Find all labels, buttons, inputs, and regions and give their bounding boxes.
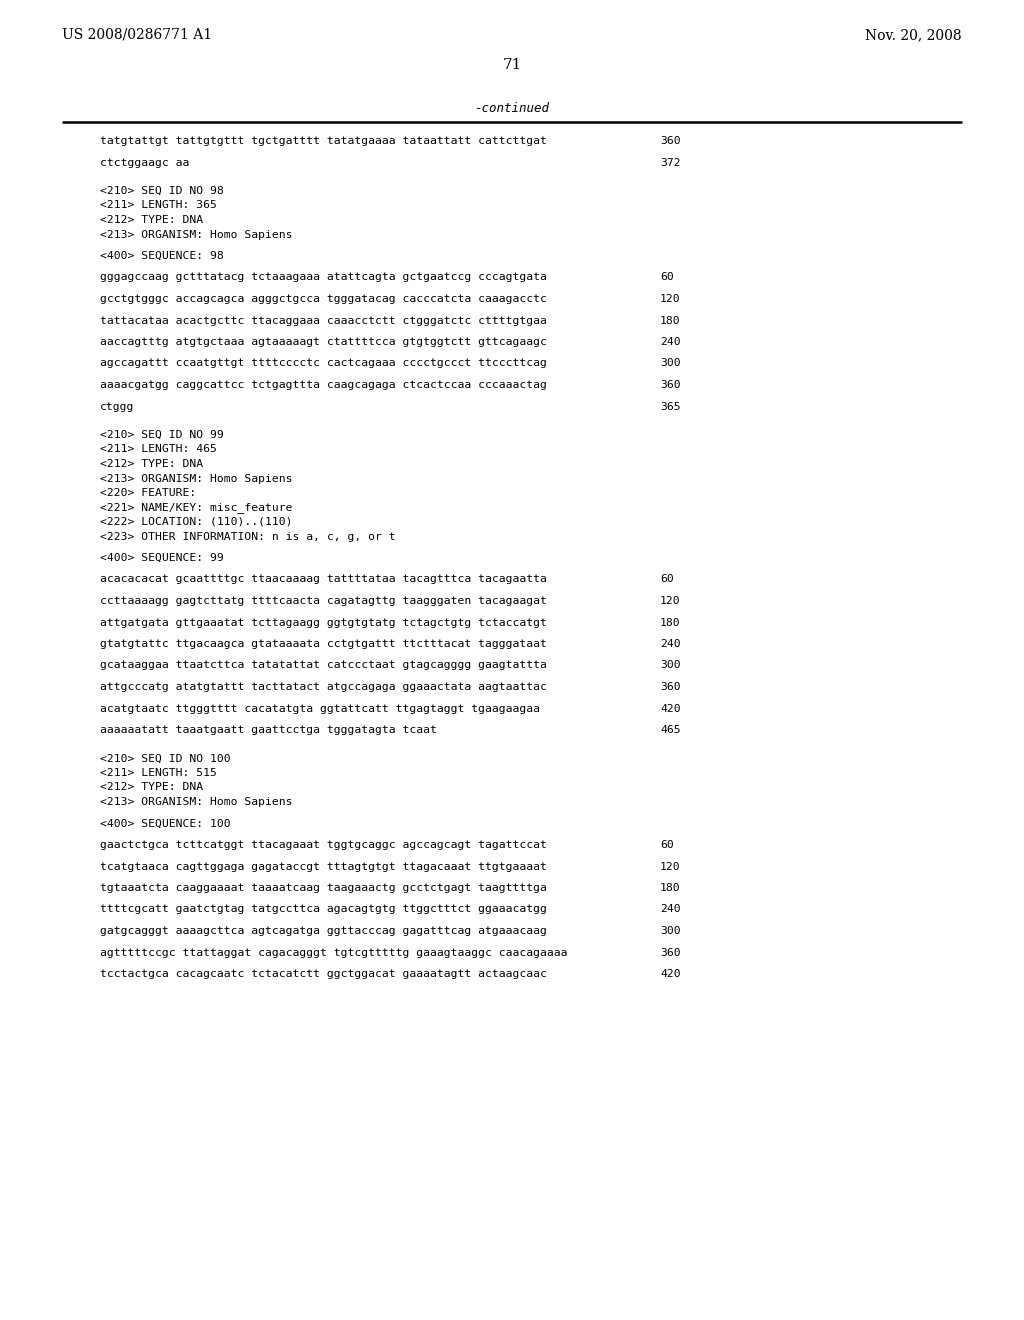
Text: <211> LENGTH: 515: <211> LENGTH: 515	[100, 768, 217, 777]
Text: ctctggaagc aa: ctctggaagc aa	[100, 157, 189, 168]
Text: tattacataa acactgcttc ttacaggaaa caaacctctt ctgggatctc cttttgtgaa: tattacataa acactgcttc ttacaggaaa caaacct…	[100, 315, 547, 326]
Text: <213> ORGANISM: Homo Sapiens: <213> ORGANISM: Homo Sapiens	[100, 474, 293, 483]
Text: <213> ORGANISM: Homo Sapiens: <213> ORGANISM: Homo Sapiens	[100, 797, 293, 807]
Text: attgatgata gttgaaatat tcttagaagg ggtgtgtatg tctagctgtg tctaccatgt: attgatgata gttgaaatat tcttagaagg ggtgtgt…	[100, 618, 547, 627]
Text: 360: 360	[660, 682, 681, 692]
Text: 300: 300	[660, 359, 681, 368]
Text: tatgtattgt tattgtgttt tgctgatttt tatatgaaaa tataattatt cattcttgat: tatgtattgt tattgtgttt tgctgatttt tatatga…	[100, 136, 547, 147]
Text: ccttaaaagg gagtcttatg ttttcaacta cagatagttg taagggaten tacagaagat: ccttaaaagg gagtcttatg ttttcaacta cagatag…	[100, 597, 547, 606]
Text: <222> LOCATION: (110)..(110): <222> LOCATION: (110)..(110)	[100, 517, 293, 527]
Text: 180: 180	[660, 883, 681, 894]
Text: 240: 240	[660, 904, 681, 915]
Text: tcctactgca cacagcaatc tctacatctt ggctggacat gaaaatagtt actaagcaac: tcctactgca cacagcaatc tctacatctt ggctgga…	[100, 969, 547, 979]
Text: <211> LENGTH: 365: <211> LENGTH: 365	[100, 201, 217, 210]
Text: <210> SEQ ID NO 98: <210> SEQ ID NO 98	[100, 186, 224, 195]
Text: gatgcagggt aaaagcttca agtcagatga ggttacccag gagatttcag atgaaacaag: gatgcagggt aaaagcttca agtcagatga ggttacc…	[100, 927, 547, 936]
Text: tgtaaatcta caaggaaaat taaaatcaag taagaaactg gcctctgagt taagttttga: tgtaaatcta caaggaaaat taaaatcaag taagaaa…	[100, 883, 547, 894]
Text: -continued: -continued	[474, 102, 550, 115]
Text: <221> NAME/KEY: misc_feature: <221> NAME/KEY: misc_feature	[100, 503, 293, 513]
Text: 120: 120	[660, 294, 681, 304]
Text: 465: 465	[660, 725, 681, 735]
Text: ttttcgcatt gaatctgtag tatgccttca agacagtgtg ttggctttct ggaaacatgg: ttttcgcatt gaatctgtag tatgccttca agacagt…	[100, 904, 547, 915]
Text: US 2008/0286771 A1: US 2008/0286771 A1	[62, 28, 212, 42]
Text: 360: 360	[660, 948, 681, 957]
Text: <211> LENGTH: 465: <211> LENGTH: 465	[100, 445, 217, 454]
Text: ctggg: ctggg	[100, 401, 134, 412]
Text: 365: 365	[660, 401, 681, 412]
Text: 360: 360	[660, 136, 681, 147]
Text: <400> SEQUENCE: 100: <400> SEQUENCE: 100	[100, 818, 230, 829]
Text: 60: 60	[660, 272, 674, 282]
Text: aaaaaatatt taaatgaatt gaattcctga tgggatagta tcaat: aaaaaatatt taaatgaatt gaattcctga tgggata…	[100, 725, 437, 735]
Text: agccagattt ccaatgttgt ttttcccctc cactcagaaa cccctgccct ttcccttcag: agccagattt ccaatgttgt ttttcccctc cactcag…	[100, 359, 547, 368]
Text: <223> OTHER INFORMATION: n is a, c, g, or t: <223> OTHER INFORMATION: n is a, c, g, o…	[100, 532, 395, 541]
Text: <400> SEQUENCE: 98: <400> SEQUENCE: 98	[100, 251, 224, 261]
Text: 240: 240	[660, 337, 681, 347]
Text: gcctgtgggc accagcagca agggctgcca tgggatacag cacccatcta caaagacctc: gcctgtgggc accagcagca agggctgcca tgggata…	[100, 294, 547, 304]
Text: 120: 120	[660, 862, 681, 871]
Text: gtatgtattc ttgacaagca gtataaaata cctgtgattt ttctttacat tagggataat: gtatgtattc ttgacaagca gtataaaata cctgtga…	[100, 639, 547, 649]
Text: gggagccaag gctttatacg tctaaagaaa atattcagta gctgaatccg cccagtgata: gggagccaag gctttatacg tctaaagaaa atattca…	[100, 272, 547, 282]
Text: 372: 372	[660, 157, 681, 168]
Text: <212> TYPE: DNA: <212> TYPE: DNA	[100, 783, 203, 792]
Text: gaactctgca tcttcatggt ttacagaaat tggtgcaggc agccagcagt tagattccat: gaactctgca tcttcatggt ttacagaaat tggtgca…	[100, 840, 547, 850]
Text: Nov. 20, 2008: Nov. 20, 2008	[865, 28, 962, 42]
Text: 420: 420	[660, 704, 681, 714]
Text: <213> ORGANISM: Homo Sapiens: <213> ORGANISM: Homo Sapiens	[100, 230, 293, 239]
Text: 300: 300	[660, 927, 681, 936]
Text: <400> SEQUENCE: 99: <400> SEQUENCE: 99	[100, 553, 224, 564]
Text: <210> SEQ ID NO 100: <210> SEQ ID NO 100	[100, 754, 230, 763]
Text: 180: 180	[660, 315, 681, 326]
Text: <220> FEATURE:: <220> FEATURE:	[100, 488, 197, 498]
Text: 71: 71	[503, 58, 521, 73]
Text: tcatgtaaca cagttggaga gagataccgt tttagtgtgt ttagacaaat ttgtgaaaat: tcatgtaaca cagttggaga gagataccgt tttagtg…	[100, 862, 547, 871]
Text: 300: 300	[660, 660, 681, 671]
Text: acacacacat gcaattttgc ttaacaaaag tattttataa tacagtttca tacagaatta: acacacacat gcaattttgc ttaacaaaag tatttta…	[100, 574, 547, 585]
Text: <212> TYPE: DNA: <212> TYPE: DNA	[100, 215, 203, 224]
Text: <212> TYPE: DNA: <212> TYPE: DNA	[100, 459, 203, 469]
Text: 360: 360	[660, 380, 681, 389]
Text: 180: 180	[660, 618, 681, 627]
Text: 60: 60	[660, 840, 674, 850]
Text: <210> SEQ ID NO 99: <210> SEQ ID NO 99	[100, 430, 224, 440]
Text: attgcccatg atatgtattt tacttatact atgccagaga ggaaactata aagtaattac: attgcccatg atatgtattt tacttatact atgccag…	[100, 682, 547, 692]
Text: gcataaggaa ttaatcttca tatatattat catccctaat gtagcagggg gaagtattta: gcataaggaa ttaatcttca tatatattat catccct…	[100, 660, 547, 671]
Text: aaccagtttg atgtgctaaa agtaaaaagt ctattttcca gtgtggtctt gttcagaagc: aaccagtttg atgtgctaaa agtaaaaagt ctatttt…	[100, 337, 547, 347]
Text: 120: 120	[660, 597, 681, 606]
Text: 240: 240	[660, 639, 681, 649]
Text: aaaacgatgg caggcattcc tctgagttta caagcagaga ctcactccaa cccaaactag: aaaacgatgg caggcattcc tctgagttta caagcag…	[100, 380, 547, 389]
Text: agtttttccgc ttattaggat cagacagggt tgtcgtttttg gaaagtaaggc caacagaaaa: agtttttccgc ttattaggat cagacagggt tgtcgt…	[100, 948, 567, 957]
Text: 420: 420	[660, 969, 681, 979]
Text: acatgtaatc ttgggtttt cacatatgta ggtattcatt ttgagtaggt tgaagaagaa: acatgtaatc ttgggtttt cacatatgta ggtattca…	[100, 704, 540, 714]
Text: 60: 60	[660, 574, 674, 585]
